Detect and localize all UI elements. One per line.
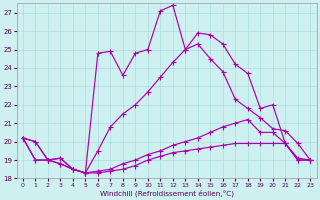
X-axis label: Windchill (Refroidissement éolien,°C): Windchill (Refroidissement éolien,°C)	[100, 189, 234, 197]
